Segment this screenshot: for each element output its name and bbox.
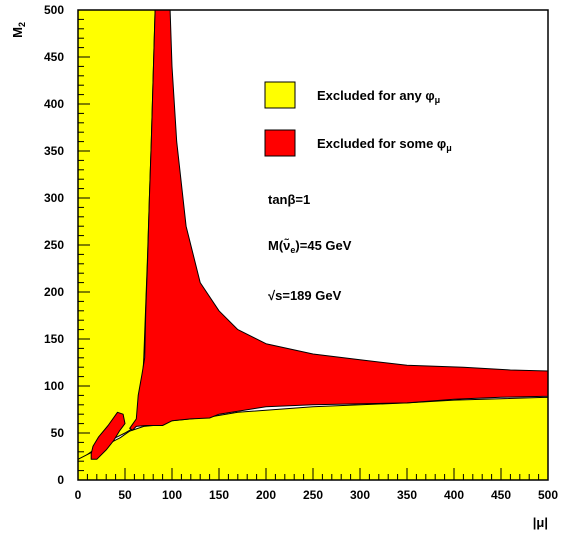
y-axis-ticks: 0 50 100 150 200 250 300 350 400 450 500	[44, 3, 90, 487]
x-tick-label: 350	[397, 488, 417, 502]
y-tick-label: 450	[44, 50, 64, 64]
x-tick-label: 0	[75, 488, 82, 502]
annotation-tanbeta: tanβ=1	[268, 192, 310, 207]
plot-areas	[77, 9, 549, 481]
x-tick-label: 500	[538, 488, 558, 502]
annotation-mass-prefix: M(	[268, 238, 284, 253]
y-tick-label: 0	[57, 473, 64, 487]
legend-swatch-excluded-some	[264, 129, 296, 157]
x-tick-label: 400	[444, 488, 464, 502]
annotation-sneutrino-mass: M(ν̃e)=45 GeV	[268, 238, 352, 255]
x-tick-label: 250	[303, 488, 323, 502]
legend-label-excluded-any-main: Excluded for any φ	[317, 88, 435, 103]
x-tick-label: 50	[118, 488, 132, 502]
x-tick-label: 150	[209, 488, 229, 502]
x-tick-label: 100	[162, 488, 182, 502]
y-tick-label: 200	[44, 285, 64, 299]
legend-label-excluded-some-sub: μ	[446, 143, 452, 153]
annotation-mass-suffix: )=45 GeV	[295, 238, 351, 253]
y-tick-label: 500	[44, 3, 64, 17]
y-axis-title-main: M	[10, 27, 25, 38]
y-axis-title: M2	[10, 22, 27, 38]
legend-label-excluded-any-sub: μ	[435, 95, 441, 105]
legend-label-excluded-any: Excluded for any φμ	[317, 88, 440, 105]
y-tick-label: 50	[51, 426, 65, 440]
y-axis-title-sub: 2	[17, 22, 27, 27]
annotation-sqrts: √s=189 GeV	[268, 288, 342, 303]
region-excluded-some-island	[90, 411, 126, 460]
y-tick-label: 100	[44, 379, 64, 393]
region-excluded-some	[129, 9, 549, 431]
x-axis-title: |μ|	[533, 515, 548, 530]
legend-label-excluded-some: Excluded for some φμ	[317, 136, 452, 153]
x-axis-ticks: 0 50 100 150 200 250 300 350 400 450 500	[75, 468, 558, 502]
y-tick-label: 150	[44, 332, 64, 346]
x-tick-label: 300	[350, 488, 370, 502]
legend-swatch-excluded-any	[264, 81, 296, 109]
y-tick-label: 350	[44, 144, 64, 158]
x-tick-label: 200	[256, 488, 276, 502]
annotation-mass-symbol: ν̃	[283, 238, 290, 253]
y-tick-label: 300	[44, 191, 64, 205]
y-tick-label: 250	[44, 238, 64, 252]
y-tick-label: 400	[44, 97, 64, 111]
annotation-mass-sub: e	[290, 245, 295, 255]
x-tick-label: 450	[491, 488, 511, 502]
legend-label-excluded-some-main: Excluded for some φ	[317, 136, 446, 151]
